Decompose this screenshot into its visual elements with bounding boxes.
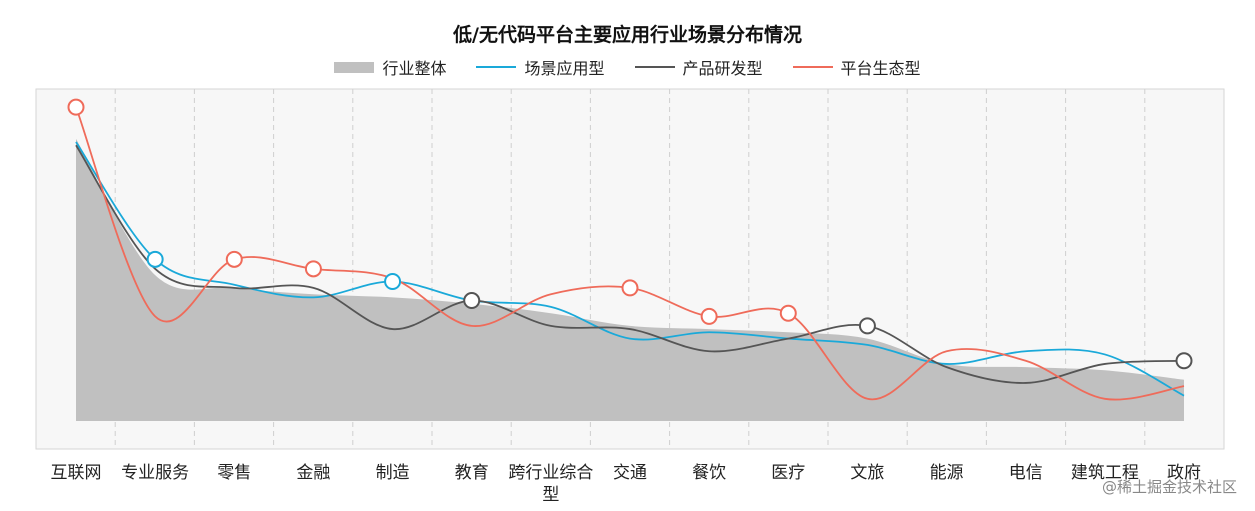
data-point-marker <box>67 98 85 116</box>
x-tick-label: 文旅 <box>850 463 884 483</box>
legend-swatch-ecosystem <box>792 66 833 68</box>
legend-item-product[interactable]: 产品研发型 <box>634 55 763 79</box>
series-line-scenario <box>75 141 1185 397</box>
legend: 行业整体 场景应用型 产品研发型 平台生态型 <box>0 55 1255 79</box>
x-tick-label: 专业服务 <box>121 463 189 483</box>
watermark: @稀土掘金技术社区 <box>1101 478 1237 496</box>
legend-label-product: 产品研发型 <box>682 59 763 78</box>
data-point-marker <box>700 307 718 325</box>
legend-item-ecosystem[interactable]: 平台生态型 <box>792 55 921 79</box>
legend-item-overall[interactable]: 行业整体 <box>334 55 446 79</box>
x-tick-label: 互联网 <box>51 463 102 483</box>
legend-label-scenario: 场景应用型 <box>524 59 605 78</box>
x-tick-label: 建筑工程 <box>1071 463 1139 483</box>
x-tick-label: 餐饮 <box>692 463 726 483</box>
x-tick-label: 教育 <box>455 463 489 483</box>
legend-swatch-product <box>634 66 675 68</box>
data-point-marker <box>146 250 164 268</box>
x-tick-label: 金融 <box>296 463 330 483</box>
data-point-marker <box>621 279 639 297</box>
series-area-overall <box>76 138 1184 421</box>
data-point-marker <box>384 273 402 291</box>
data-point-marker <box>779 304 797 322</box>
x-tick-label: 政府 <box>1167 463 1201 483</box>
x-tick-label: 制造 <box>376 463 410 483</box>
data-point-marker <box>858 317 876 335</box>
series-line-ecosystem <box>75 106 1185 401</box>
data-point-marker <box>225 250 243 268</box>
legend-label-ecosystem: 平台生态型 <box>840 59 921 78</box>
x-tick-label: 医疗 <box>771 463 805 483</box>
x-tick-label: 零售 <box>217 463 251 483</box>
legend-label-overall: 行业整体 <box>382 59 447 78</box>
series-line-product <box>75 144 1185 384</box>
x-tick-label: 电信 <box>1009 463 1043 483</box>
x-tick-label: 能源 <box>930 463 964 483</box>
data-point-marker <box>463 292 481 310</box>
data-point-marker <box>304 260 322 278</box>
legend-swatch-scenario <box>476 66 517 68</box>
x-tick-label: 跨行业综合型 <box>508 463 593 505</box>
chart-title: 低/无代码平台主要应用行业场景分布情况 <box>453 24 802 46</box>
x-tick-label: 交通 <box>613 463 647 483</box>
legend-swatch-overall <box>334 61 375 73</box>
legend-item-scenario[interactable]: 场景应用型 <box>476 55 605 79</box>
data-point-marker <box>1175 352 1193 370</box>
